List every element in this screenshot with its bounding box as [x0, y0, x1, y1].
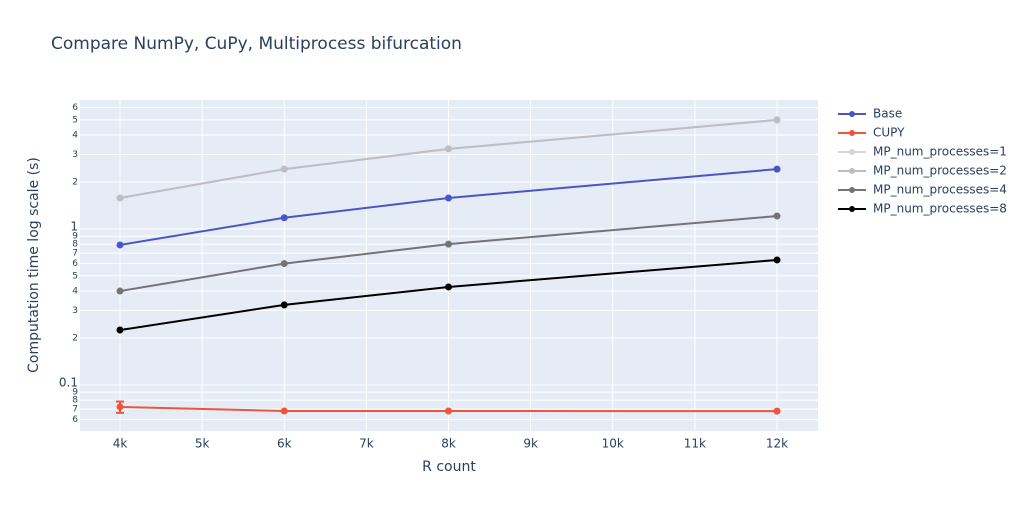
legend-label: Base — [873, 107, 902, 121]
y-tick-label: 2 — [72, 334, 78, 344]
point — [445, 283, 453, 291]
point — [116, 326, 124, 334]
legend-label: MP_num_processes=8 — [873, 202, 1007, 216]
point — [773, 256, 781, 264]
x-tick-label: 4k — [113, 437, 128, 451]
series-line — [119, 118, 778, 199]
series-line — [119, 258, 778, 332]
x-tick-label: 9k — [523, 437, 538, 451]
chart-title: Compare NumPy, CuPy, Multiprocess bifurc… — [51, 34, 462, 54]
point — [116, 403, 124, 411]
y-tick-label: 5 — [72, 115, 78, 125]
y-tick-label: 0.1 — [59, 375, 78, 389]
y-tick-label: 9 — [72, 232, 78, 242]
legend-label: MP_num_processes=2 — [873, 164, 1007, 178]
series-line — [119, 405, 778, 413]
point — [445, 194, 453, 202]
x-tick-label: 10k — [602, 437, 624, 451]
x-tick-label: 5k — [195, 437, 210, 451]
x-tick-label: 11k — [684, 437, 706, 451]
point — [116, 241, 124, 249]
point — [116, 194, 124, 202]
legend-marker — [849, 206, 855, 212]
x-tick-label: 12k — [766, 437, 788, 451]
y-tick-label: 8 — [72, 240, 78, 250]
y-tick-label: 4 — [72, 131, 78, 141]
legend-marker — [849, 130, 855, 136]
legend-marker — [849, 187, 855, 193]
legend-label: MP_num_processes=4 — [873, 183, 1007, 197]
y-tick-label: 3 — [72, 306, 78, 316]
x-axis-title: R count — [422, 459, 476, 475]
point — [773, 212, 781, 220]
point — [773, 407, 781, 415]
y-tick-label: 4 — [72, 287, 78, 297]
legend-label: MP_num_processes=1 — [873, 145, 1007, 159]
point — [445, 240, 453, 248]
point — [280, 260, 288, 268]
legend-marker — [849, 168, 855, 174]
point — [116, 287, 124, 295]
point — [280, 407, 288, 415]
x-tick-label: 6k — [277, 437, 292, 451]
y-tick-label: 2 — [72, 178, 78, 188]
series-line — [119, 215, 778, 293]
point — [280, 165, 288, 173]
point — [445, 407, 453, 415]
y-tick-label: 7 — [72, 249, 78, 259]
y-tick-label: 6 — [72, 415, 78, 425]
point — [280, 214, 288, 222]
point — [773, 116, 781, 124]
y-tick-label: 1 — [70, 219, 78, 233]
y-tick-label: 8 — [72, 396, 78, 406]
point — [445, 145, 453, 153]
point — [280, 301, 288, 309]
legend-label: CUPY — [873, 126, 905, 140]
point — [773, 165, 781, 173]
y-tick-label: 6 — [72, 259, 78, 269]
x-tick-label: 8k — [441, 437, 456, 451]
x-tick-label: 7k — [359, 437, 374, 451]
legend-marker — [849, 149, 855, 155]
y-tick-label: 7 — [72, 405, 78, 415]
legend-marker — [849, 111, 855, 117]
y-tick-label: 9 — [72, 388, 78, 398]
y-axis-title: Computation time log scale (s) — [26, 157, 42, 373]
y-tick-label: 6 — [72, 103, 78, 113]
y-tick-label: 5 — [72, 271, 78, 281]
series-line — [119, 168, 778, 246]
y-tick-label: 3 — [72, 150, 78, 160]
